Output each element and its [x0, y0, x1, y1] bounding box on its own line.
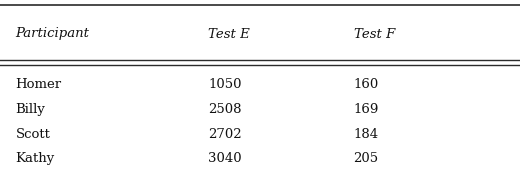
Text: 2508: 2508 — [208, 103, 241, 116]
Text: 169: 169 — [354, 103, 379, 116]
Text: Test E: Test E — [208, 28, 250, 40]
Text: 160: 160 — [354, 79, 379, 91]
Text: 3040: 3040 — [208, 152, 242, 165]
Text: Kathy: Kathy — [16, 152, 55, 165]
Text: Scott: Scott — [16, 128, 50, 141]
Text: 184: 184 — [354, 128, 379, 141]
Text: Homer: Homer — [16, 79, 62, 91]
Text: Test F: Test F — [354, 28, 395, 40]
Text: 205: 205 — [354, 152, 379, 165]
Text: Billy: Billy — [16, 103, 45, 116]
Text: 2702: 2702 — [208, 128, 242, 141]
Text: Participant: Participant — [16, 28, 89, 40]
Text: 1050: 1050 — [208, 79, 241, 91]
